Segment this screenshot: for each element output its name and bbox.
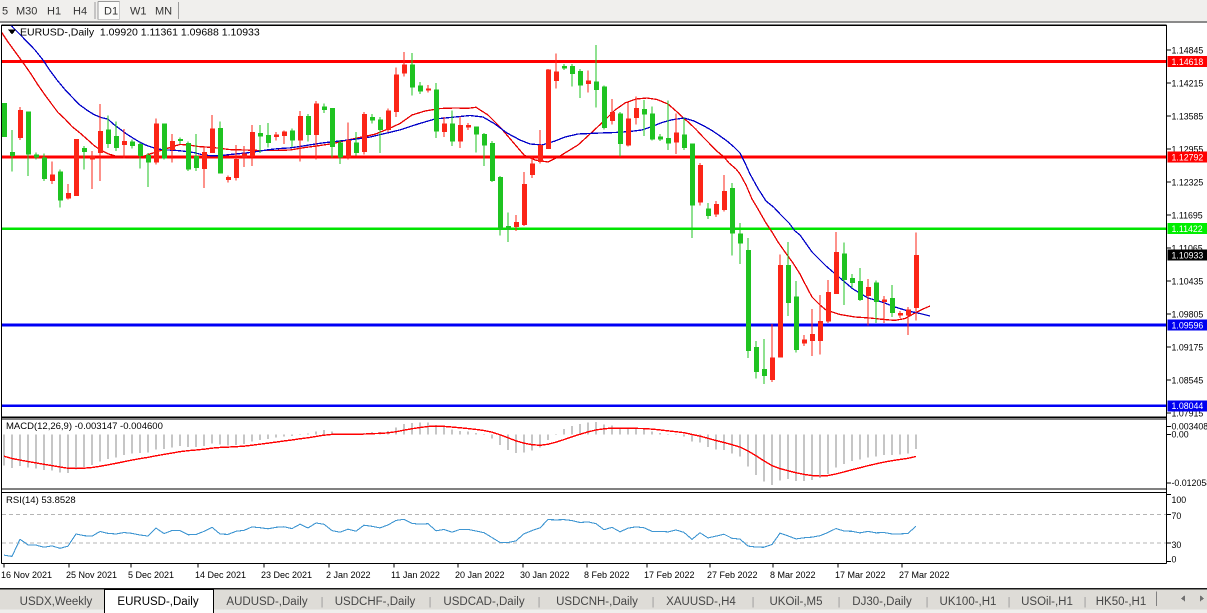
svg-text:-0.012058: -0.012058 xyxy=(1172,478,1207,488)
svg-text:|: | xyxy=(926,596,929,608)
svg-text:|: | xyxy=(538,596,541,608)
svg-text:1.10435: 1.10435 xyxy=(1172,276,1204,286)
svg-text:11 Jan 2022: 11 Jan 2022 xyxy=(391,570,440,580)
svg-text:0.00: 0.00 xyxy=(1172,430,1189,440)
svg-text:8 Mar 2022: 8 Mar 2022 xyxy=(770,570,816,580)
svg-text:RSI(14) 53.8528: RSI(14) 53.8528 xyxy=(6,495,76,506)
svg-text:|: | xyxy=(321,596,324,608)
svg-text:|: | xyxy=(429,596,432,608)
svg-text:AUDUSD-,Daily: AUDUSD-,Daily xyxy=(226,596,307,608)
svg-text:EURUSD-,Daily 1.09920 1.11361: EURUSD-,Daily 1.09920 1.11361 1.09688 1.… xyxy=(20,27,260,39)
svg-text:1.08545: 1.08545 xyxy=(1172,375,1204,385)
svg-text:1.14845: 1.14845 xyxy=(1172,45,1204,55)
svg-text:25 Nov 2021: 25 Nov 2021 xyxy=(66,570,117,580)
svg-text:14 Dec 2021: 14 Dec 2021 xyxy=(195,570,246,580)
svg-text:MACD(12,26,9) -0.003147 -0.004: MACD(12,26,9) -0.003147 -0.004600 xyxy=(6,421,163,432)
svg-text:UKOil-,M5: UKOil-,M5 xyxy=(769,596,822,608)
svg-text:USOil-,H1: USOil-,H1 xyxy=(1021,596,1073,608)
svg-text:0.003408: 0.003408 xyxy=(1172,422,1207,432)
svg-text:1.14618: 1.14618 xyxy=(1172,57,1204,67)
svg-text:DJ30-,Daily: DJ30-,Daily xyxy=(852,596,912,608)
svg-text:1.09805: 1.09805 xyxy=(1172,309,1204,319)
svg-text:1.09596: 1.09596 xyxy=(1172,320,1204,330)
svg-text:XAUUSD-,H4: XAUUSD-,H4 xyxy=(666,596,736,608)
svg-text:|: | xyxy=(838,596,841,608)
svg-text:5: 5 xyxy=(2,6,8,18)
svg-text:1.12955: 1.12955 xyxy=(1172,144,1204,154)
svg-text:EURUSD-,Daily: EURUSD-,Daily xyxy=(117,596,198,608)
svg-text:USDCNH-,Daily: USDCNH-,Daily xyxy=(556,596,638,608)
svg-text:USDCAD-,Daily: USDCAD-,Daily xyxy=(443,596,524,608)
svg-text:M30: M30 xyxy=(16,6,37,18)
svg-text:1.13585: 1.13585 xyxy=(1172,111,1204,121)
svg-text:1.14215: 1.14215 xyxy=(1172,78,1204,88)
svg-text:1.12792: 1.12792 xyxy=(1172,152,1204,162)
svg-text:HK50-,H1: HK50-,H1 xyxy=(1096,596,1147,608)
svg-text:27 Mar 2022: 27 Mar 2022 xyxy=(899,570,950,580)
svg-text:1.11065: 1.11065 xyxy=(1172,243,1203,253)
svg-text:100: 100 xyxy=(1172,495,1187,505)
svg-text:1.12325: 1.12325 xyxy=(1172,177,1204,187)
svg-text:|: | xyxy=(1084,596,1087,608)
svg-text:5 Dec 2021: 5 Dec 2021 xyxy=(128,570,174,580)
svg-text:|: | xyxy=(652,596,655,608)
svg-text:23 Dec 2021: 23 Dec 2021 xyxy=(261,570,312,580)
svg-text:D1: D1 xyxy=(104,6,118,18)
svg-text:USDCHF-,Daily: USDCHF-,Daily xyxy=(335,596,416,608)
svg-text:17 Mar 2022: 17 Mar 2022 xyxy=(835,570,886,580)
svg-text:1.07915: 1.07915 xyxy=(1172,408,1204,418)
svg-text:UK100-,H1: UK100-,H1 xyxy=(940,596,997,608)
svg-text:0: 0 xyxy=(1172,555,1177,565)
svg-text:30 Jan 2022: 30 Jan 2022 xyxy=(520,570,570,580)
svg-text:H4: H4 xyxy=(73,6,87,18)
svg-text:16 Nov 2021: 16 Nov 2021 xyxy=(1,570,52,580)
svg-text:1.11695: 1.11695 xyxy=(1172,210,1203,220)
svg-text:70: 70 xyxy=(1172,511,1182,521)
svg-text:20 Jan 2022: 20 Jan 2022 xyxy=(455,570,505,580)
svg-text:USDX,Weekly: USDX,Weekly xyxy=(20,596,93,608)
svg-text:|: | xyxy=(752,596,755,608)
svg-text:30: 30 xyxy=(1172,540,1182,550)
svg-text:H1: H1 xyxy=(47,6,61,18)
svg-text:8 Feb 2022: 8 Feb 2022 xyxy=(584,570,630,580)
svg-text:17 Feb 2022: 17 Feb 2022 xyxy=(644,570,695,580)
svg-text:1.10933: 1.10933 xyxy=(1172,251,1204,261)
svg-text:W1: W1 xyxy=(130,6,147,18)
svg-text:|: | xyxy=(1008,596,1011,608)
svg-text:1.08044: 1.08044 xyxy=(1172,401,1204,411)
svg-text:MN: MN xyxy=(155,6,172,18)
svg-text:27 Feb 2022: 27 Feb 2022 xyxy=(707,570,758,580)
svg-text:1.09175: 1.09175 xyxy=(1172,342,1204,352)
svg-text:2 Jan 2022: 2 Jan 2022 xyxy=(326,570,371,580)
svg-text:1.11422: 1.11422 xyxy=(1172,224,1203,234)
